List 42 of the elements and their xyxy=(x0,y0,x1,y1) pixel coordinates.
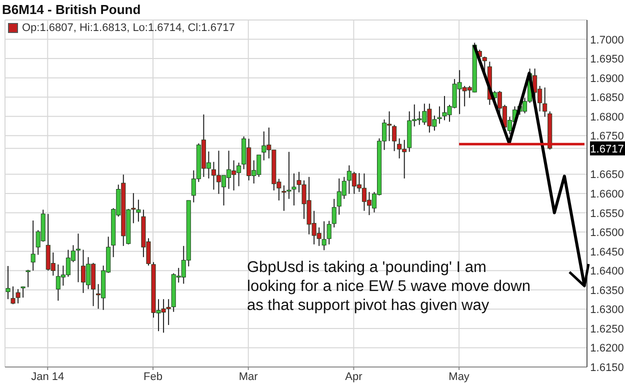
y-tick-label: 1.6650 xyxy=(590,169,624,182)
candlestick xyxy=(326,220,332,245)
candlestick xyxy=(131,192,136,224)
y-tick-label: 1.7000 xyxy=(590,34,624,46)
candlestick xyxy=(292,172,296,206)
candlestick xyxy=(16,288,20,304)
candlestick xyxy=(26,269,30,288)
y-tick-label: 1.6350 xyxy=(590,284,624,297)
y-tick-label: 1.6550 xyxy=(590,208,624,220)
candlestick xyxy=(482,56,487,73)
x-tick-label: Feb xyxy=(144,370,162,383)
x-tick-label: Mar xyxy=(238,370,258,383)
candlestick xyxy=(542,86,548,118)
y-tick-label: 1.6950 xyxy=(590,54,624,66)
y-tick-label: 1.6717 xyxy=(590,143,624,156)
x-tick-label: May xyxy=(448,370,470,383)
y-tick-label: 1.6850 xyxy=(590,92,624,104)
chart-title: B6M14 - British Pound xyxy=(2,2,141,17)
annotation: GbpUsd is taking a 'pounding' I am looking for a nice EW 5 wave move down as that support pivot has given way xyxy=(247,258,530,315)
x-tick-label: Apr xyxy=(345,370,363,383)
y-tick-label: 1.6150 xyxy=(590,362,624,374)
y-tick-label: 1.6200 xyxy=(590,342,624,355)
y-tick-label: 1.6750 xyxy=(590,130,624,143)
candlestick xyxy=(437,106,442,124)
x-tick-label: Jan 14 xyxy=(31,370,64,383)
chart-subtitle: Op:1.6807, Hi:1.6813, Lo:1.6714, Cl:1.6717 xyxy=(22,22,235,34)
candlestick xyxy=(30,220,36,272)
candlestick xyxy=(322,220,326,251)
y-tick-label: 1.6400 xyxy=(590,266,624,278)
y-tick-label: 1.6600 xyxy=(590,188,624,200)
y-tick-label: 1.6250 xyxy=(590,323,624,336)
candlestick xyxy=(332,198,336,228)
y-tick-label: 1.6450 xyxy=(590,246,624,258)
y-tick-label: 1.6500 xyxy=(590,227,624,240)
candlestick xyxy=(76,233,80,283)
y-tick-label: 1.6900 xyxy=(590,72,624,85)
candlestick xyxy=(136,199,141,222)
candlestick xyxy=(6,265,10,300)
y-tick-label: 1.6300 xyxy=(590,304,624,316)
y-tick-label: 1.6800 xyxy=(590,111,624,124)
candlestick xyxy=(392,124,397,152)
candlestick xyxy=(10,286,16,305)
